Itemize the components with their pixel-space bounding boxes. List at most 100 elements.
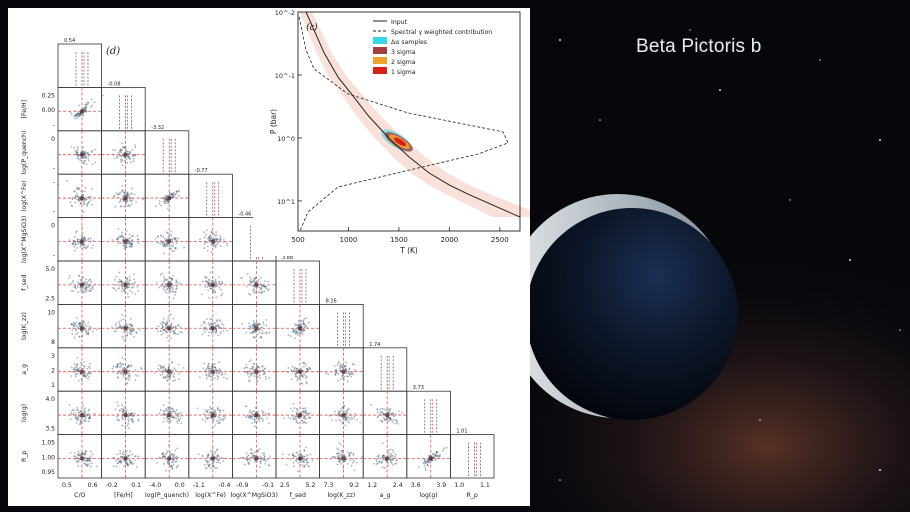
corner-sample-point xyxy=(221,282,224,284)
corner-sample-point xyxy=(130,187,133,190)
corner-sample-point xyxy=(166,231,168,234)
corner-sample-point xyxy=(202,280,205,283)
corner-sample-point xyxy=(170,277,173,280)
corner-sample-point xyxy=(90,98,93,101)
corner-sample-point xyxy=(208,239,210,242)
corner-sample-point xyxy=(85,285,87,288)
corner-sample-point xyxy=(134,281,137,284)
corner-sample-point xyxy=(128,285,131,288)
corner-sample-point xyxy=(70,145,73,148)
corner-sample-point xyxy=(82,199,85,202)
corner-sample-point xyxy=(205,280,207,283)
corner-sample-point xyxy=(73,147,75,149)
corner-sample-point xyxy=(75,194,78,197)
corner-sample-point xyxy=(83,200,86,203)
corner-sample-point xyxy=(79,202,82,205)
corner-sample-point xyxy=(218,276,220,279)
corner-sample-point xyxy=(222,241,225,244)
corner-sample-point xyxy=(122,238,125,241)
corner-sample-point xyxy=(130,161,132,163)
corner-sample-point xyxy=(164,198,167,201)
corner-sample-point xyxy=(118,235,121,237)
corner-sample-point xyxy=(162,275,165,278)
corner-sample-point xyxy=(120,280,123,282)
corner-sample-point xyxy=(129,151,132,154)
corner-sample-point xyxy=(206,249,209,252)
corner-sample-point xyxy=(84,159,86,162)
corner-sample-point xyxy=(128,276,131,278)
corner-sample-point xyxy=(119,149,122,152)
corner-sample-point xyxy=(83,243,85,246)
corner-sample-point xyxy=(136,234,139,237)
corner-sample-point xyxy=(78,199,81,202)
corner-sample-point xyxy=(220,294,223,297)
corner-sample-point xyxy=(77,200,80,202)
corner-param-value: 0.54 xyxy=(64,38,75,44)
corner-sample-point xyxy=(175,190,178,193)
corner-sample-point xyxy=(219,238,221,241)
corner-sample-point xyxy=(125,243,128,246)
corner-sample-point xyxy=(124,245,127,248)
corner-sample-point xyxy=(88,278,91,281)
corner-sample-point xyxy=(168,192,171,194)
corner-sample-point xyxy=(120,280,122,283)
corner-sample-point xyxy=(72,279,75,282)
corner-sample-point xyxy=(170,277,173,280)
corner-sample-point xyxy=(125,193,128,196)
corner-sample-point xyxy=(135,201,138,204)
corner-sample-point xyxy=(79,157,82,159)
corner-sample-point xyxy=(134,144,137,147)
corner-sample-point xyxy=(164,200,167,203)
corner-sample-point xyxy=(74,243,77,246)
corner-sample-point xyxy=(78,115,81,118)
corner-sample-point xyxy=(212,245,215,248)
corner-sample-point xyxy=(169,277,171,280)
corner-sample-point xyxy=(74,243,76,246)
corner-sample-point xyxy=(156,235,159,238)
corner-sample-point xyxy=(75,151,78,154)
corner-sample-point xyxy=(111,239,114,241)
corner-sample-point xyxy=(200,293,203,296)
corner-sample-point xyxy=(121,189,124,192)
corner-sample-point xyxy=(71,197,74,200)
corner-sample-point xyxy=(83,152,86,155)
corner-sample-point xyxy=(129,197,132,200)
corner-sample-point xyxy=(130,243,132,246)
corner-sample-point xyxy=(75,192,78,195)
corner-sample-point xyxy=(164,245,167,248)
corner-sample-point xyxy=(85,246,87,249)
corner-sample-point xyxy=(79,112,82,115)
corner-sample-point xyxy=(73,115,75,118)
corner-sample-point xyxy=(159,273,162,276)
corner-sample-point xyxy=(128,233,131,236)
corner-sample-point xyxy=(89,279,92,282)
corner-sample-point xyxy=(122,242,124,245)
corner-sample-point xyxy=(166,288,169,290)
corner-sample-point xyxy=(83,237,85,240)
corner-density-core xyxy=(79,282,85,288)
corner-sample-point xyxy=(117,281,120,284)
corner-sample-point xyxy=(120,161,122,164)
corner-sample-point xyxy=(131,245,133,248)
corner-sample-point xyxy=(114,283,117,286)
corner-sample-point xyxy=(215,238,217,241)
corner-sample-point xyxy=(90,290,92,292)
corner-sample-point xyxy=(167,200,169,203)
corner-sample-point xyxy=(213,289,216,291)
corner-sample-point xyxy=(123,160,126,162)
corner-sample-point xyxy=(88,289,91,292)
corner-sample-point xyxy=(214,278,217,281)
corner-sample-point xyxy=(215,280,218,283)
corner-sample-point xyxy=(125,158,128,161)
corner-sample-point xyxy=(127,194,130,197)
corner-sample-point xyxy=(78,282,81,285)
corner-sample-point xyxy=(267,280,269,283)
corner-sample-point xyxy=(68,239,71,241)
corner-sample-point xyxy=(116,238,119,241)
corner-sample-point xyxy=(167,280,170,282)
corner-sample-point xyxy=(163,252,165,255)
corner-sample-point xyxy=(87,238,90,241)
corner-sample-point xyxy=(74,195,77,198)
corner-sample-point xyxy=(78,104,80,107)
corner-sample-point xyxy=(170,238,173,241)
